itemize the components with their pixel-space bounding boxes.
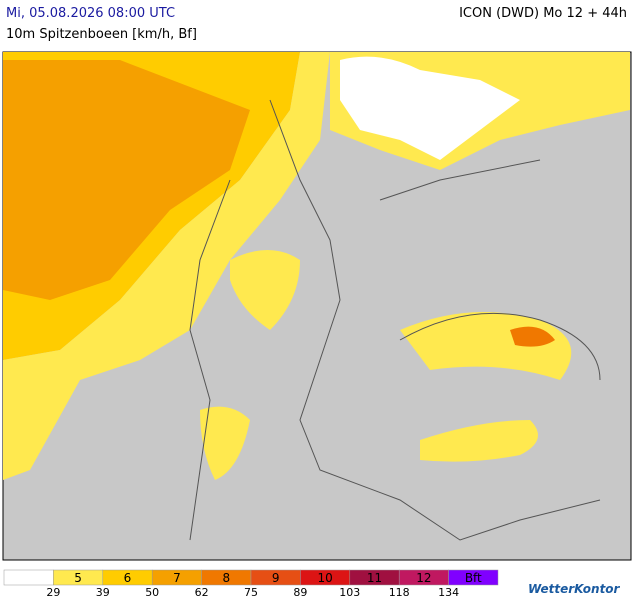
model-title: ICON (DWD) Mo 12 + 44h: [459, 6, 627, 21]
legend-label: 9: [272, 571, 280, 585]
legend-label: 10: [317, 571, 332, 585]
legend-threshold: 103: [339, 586, 360, 599]
legend-label: 6: [124, 571, 132, 585]
legend-label: 7: [173, 571, 181, 585]
legend-threshold: 50: [145, 586, 159, 599]
logo: WetterKontor: [528, 582, 620, 596]
legend-swatch: [3, 569, 54, 586]
legend-threshold: 89: [293, 586, 307, 599]
legend-label: 11: [367, 571, 382, 585]
field-calm: [340, 56, 520, 160]
field-8: [510, 326, 555, 347]
border-line: [269, 99, 601, 541]
legend-threshold: 29: [46, 586, 60, 599]
variable-title: 10m Spitzenboeen [km/h, Bf]: [6, 27, 197, 42]
legend-threshold: 134: [438, 586, 459, 599]
border-line: [189, 179, 231, 541]
field-7: [3, 60, 250, 300]
border-line: [379, 159, 601, 381]
field-5-center: [230, 250, 300, 330]
legend-label: Bft: [465, 571, 482, 585]
field-5-south: [420, 420, 538, 462]
legend-threshold: 62: [195, 586, 209, 599]
field-5: [3, 52, 330, 480]
legend-label: 8: [222, 571, 230, 585]
legend-threshold: 75: [244, 586, 258, 599]
legend-threshold: 118: [389, 586, 410, 599]
date-title: Mi, 05.08.2026 08:00 UTC: [6, 6, 176, 21]
field-5-southwest: [200, 406, 250, 480]
legend-label: 5: [74, 571, 82, 585]
legend-label: 12: [416, 571, 431, 585]
legend-swatch: [448, 569, 499, 586]
legend-threshold: 39: [96, 586, 110, 599]
